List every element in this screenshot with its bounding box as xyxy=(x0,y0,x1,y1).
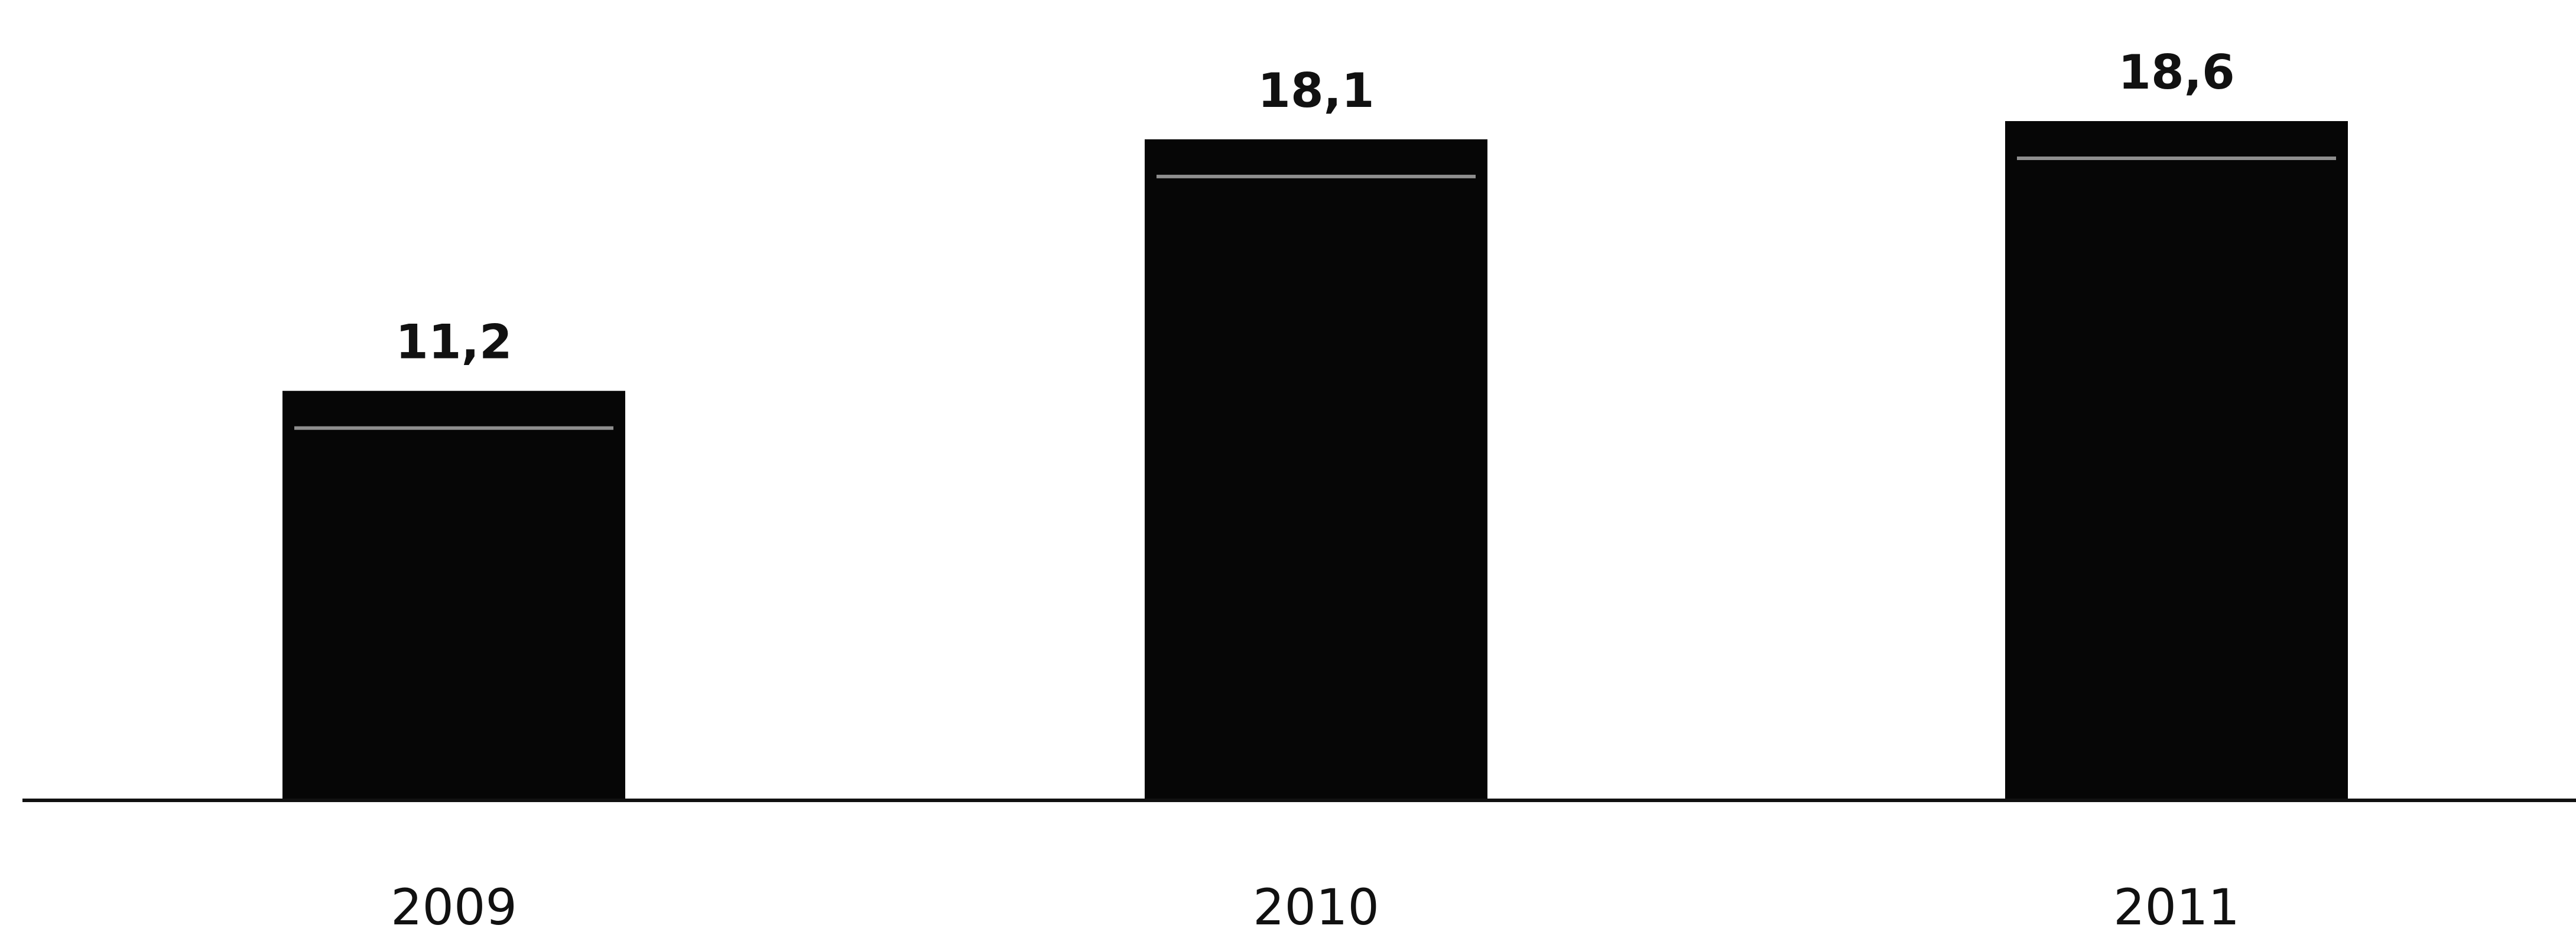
bar-texture-2009 xyxy=(294,426,613,430)
category-label-2011: 2011 xyxy=(2113,878,2240,935)
category-label-2010: 2010 xyxy=(1253,878,1379,935)
bars-group xyxy=(282,121,2348,799)
bar-2009 xyxy=(282,390,625,799)
category-label-2009: 2009 xyxy=(391,878,517,935)
bar-2011 xyxy=(2005,121,2348,799)
bar-2010 xyxy=(1145,139,1487,799)
value-label-2009: 11,2 xyxy=(395,315,512,370)
value-labels-group: 11,2 18,1 18,6 xyxy=(395,45,2234,370)
bar-texture-2010 xyxy=(1157,174,1476,178)
category-labels-group: 2009 2010 2011 xyxy=(391,878,2240,935)
bar-texture-2011 xyxy=(2017,157,2336,160)
value-label-2011: 18,6 xyxy=(2118,45,2234,100)
value-label-2010: 18,1 xyxy=(1258,63,1374,118)
